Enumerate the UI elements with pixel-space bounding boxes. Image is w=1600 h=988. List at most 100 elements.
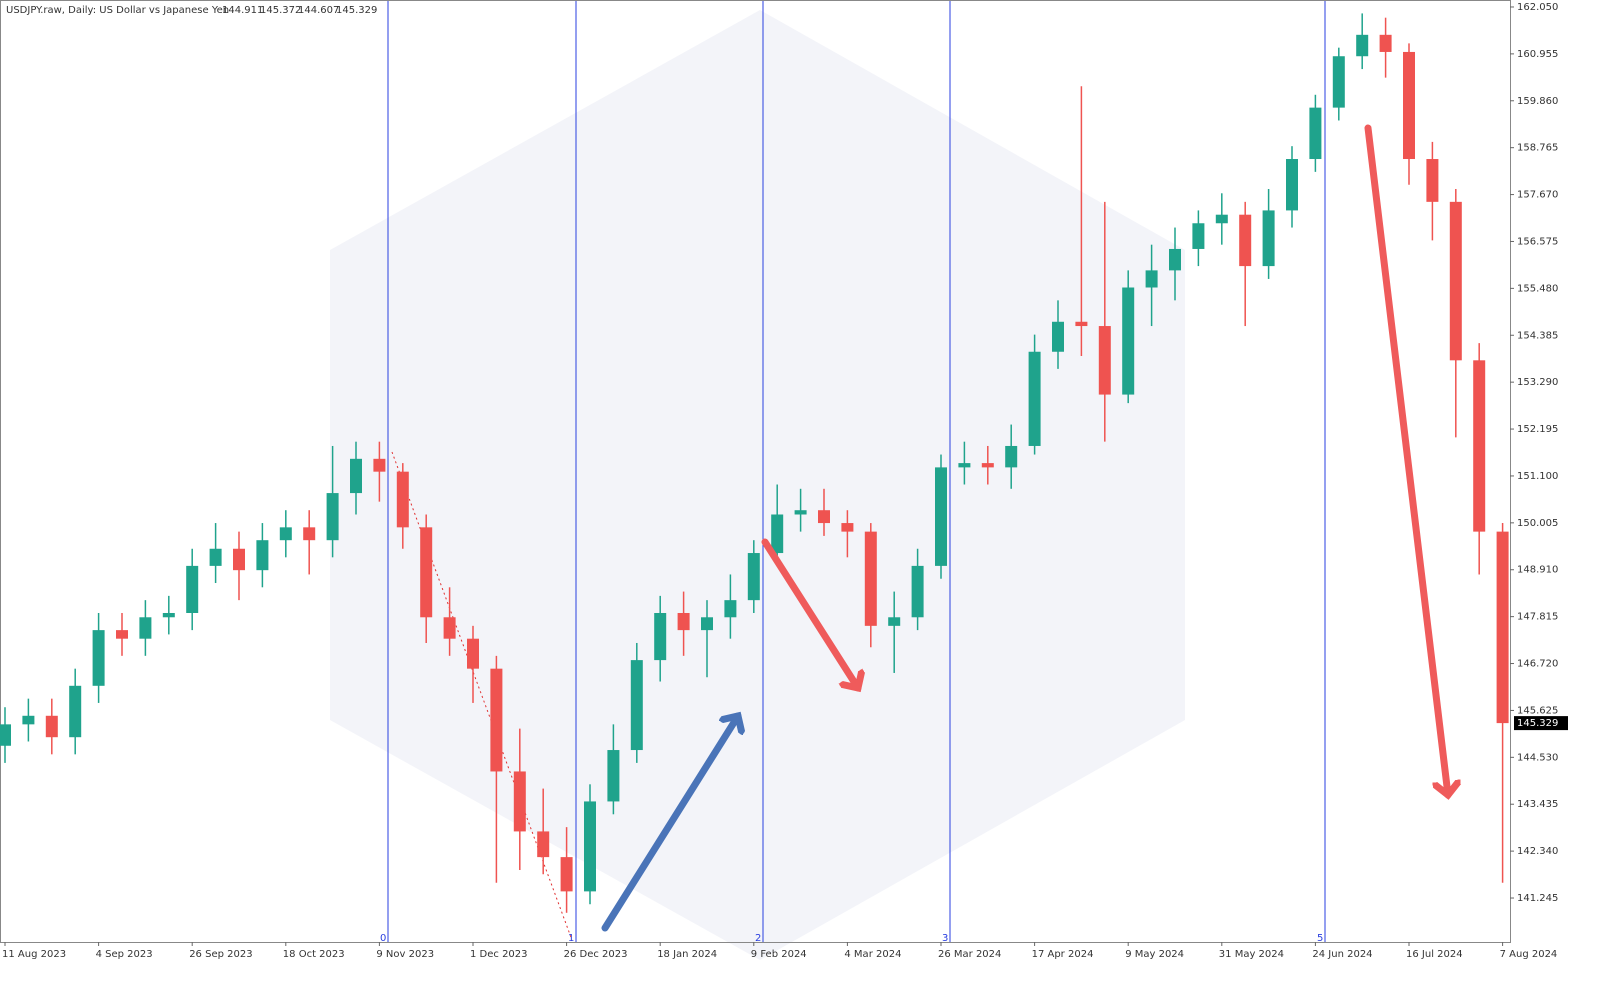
x-tick-label: 17 Apr 2024: [1032, 949, 1094, 960]
candle-body: [326, 493, 339, 541]
candle-body: [1098, 326, 1111, 395]
candle-body: [22, 715, 35, 725]
x-tick-label: 18 Jan 2024: [657, 949, 717, 960]
candle-body: [116, 630, 128, 639]
ohlc-close: 145.329: [336, 5, 377, 16]
period-label: 1: [568, 933, 574, 944]
y-tick-label: 157.670: [1517, 190, 1558, 201]
candle-body: [1052, 321, 1064, 352]
y-tick-label: 147.815: [1517, 612, 1558, 623]
x-tick-label: 26 Mar 2024: [938, 949, 1001, 960]
period-label: 5: [1317, 933, 1323, 944]
candle-body: [1215, 214, 1228, 224]
candle-body: [139, 617, 152, 639]
x-tick-label: 11 Aug 2023: [2, 949, 66, 960]
x-tick-label: 9 May 2024: [1125, 949, 1184, 960]
candle-body: [911, 565, 924, 618]
candle-body: [467, 638, 479, 669]
x-tick-label: 18 Oct 2023: [283, 949, 345, 960]
candle-body: [654, 612, 667, 661]
candle-body: [1075, 321, 1088, 327]
candle-body: [69, 685, 82, 738]
y-tick-label: 145.625: [1517, 705, 1558, 716]
candle-body: [1122, 287, 1135, 395]
y-tick-label: 148.910: [1517, 565, 1558, 576]
candle-body: [724, 600, 737, 618]
candle-body: [1356, 34, 1369, 57]
period-label: 3: [942, 933, 948, 944]
y-tick-label: 146.720: [1517, 659, 1558, 670]
candle-body: [630, 660, 643, 751]
candle-body: [1379, 34, 1392, 52]
candle-body: [1473, 360, 1486, 532]
candle-body: [537, 831, 550, 858]
candle-body: [935, 467, 947, 566]
candle-body: [818, 510, 830, 524]
candle-body: [233, 548, 245, 571]
candle-body: [350, 458, 362, 494]
candle-body: [747, 553, 760, 601]
y-tick-label: 151.100: [1517, 471, 1558, 482]
y-tick-label: 152.195: [1517, 424, 1558, 435]
period-labels: 0 1 2 3 5: [380, 933, 1323, 944]
candle-body: [701, 617, 713, 631]
watermark: [330, 10, 1185, 960]
y-tick-label: 155.480: [1517, 283, 1558, 294]
x-tick-label: 4 Mar 2024: [844, 949, 901, 960]
x-tick-label: 24 Jun 2024: [1312, 949, 1372, 960]
candle-body: [1286, 159, 1298, 211]
candle-body: [1239, 214, 1252, 267]
candle-body: [420, 527, 433, 618]
arrows: [601, 124, 1448, 932]
candle-body: [560, 857, 573, 892]
candle-body: [256, 540, 269, 571]
x-tick-label: 9 Nov 2023: [376, 949, 434, 960]
ohlc-high: 145.372: [260, 5, 301, 16]
plot-frame: [0, 0, 1511, 943]
candle-body: [1262, 210, 1275, 267]
x-tick-label: 9 Feb 2024: [751, 949, 807, 960]
candle-body: [1145, 270, 1158, 288]
candle-body: [584, 801, 596, 892]
ohlc-open: 144.911: [222, 5, 263, 16]
candle-body: [373, 458, 386, 472]
y-tick-label: 159.860: [1517, 96, 1558, 107]
y-tick-label: 153.290: [1517, 377, 1558, 388]
y-tick-label: 160.955: [1517, 49, 1558, 60]
candle-body: [1426, 159, 1439, 202]
x-tick-label: 16 Jul 2024: [1406, 949, 1463, 960]
candle-body: [396, 471, 409, 528]
candle-body: [1005, 445, 1018, 468]
y-tick-label: 141.245: [1517, 893, 1558, 904]
candle-body: [209, 548, 222, 566]
x-tick-label: 26 Dec 2023: [564, 949, 628, 960]
y-tick-label: 156.575: [1517, 236, 1558, 247]
candle-body: [1496, 531, 1509, 724]
candle-body: [1449, 201, 1462, 361]
candle-body: [1192, 223, 1205, 249]
candle-body: [771, 514, 784, 554]
candle-body: [864, 531, 877, 626]
symbol-title: USDJPY.raw, Daily: US Dollar vs Japanese…: [6, 5, 229, 16]
candle-body: [513, 771, 526, 832]
candle-body: [958, 463, 971, 468]
candle-body: [186, 565, 199, 613]
candle-body: [1309, 107, 1322, 160]
y-tick-label: 144.530: [1517, 752, 1558, 763]
candle-body: [45, 715, 58, 738]
x-tick-label: 4 Sep 2023: [96, 949, 153, 960]
candle-body: [92, 630, 105, 686]
candle-body: [279, 527, 292, 541]
candle-body: [841, 523, 854, 532]
candle-body: [981, 463, 994, 468]
x-tick-label: 1 Dec 2023: [470, 949, 528, 960]
candle-body: [1169, 248, 1181, 271]
candle-body: [1332, 56, 1345, 108]
y-tick-label: 162.050: [1517, 2, 1558, 13]
y-tick-label: 158.765: [1517, 143, 1558, 154]
candle-body: [490, 668, 503, 772]
x-tick-label: 26 Sep 2023: [189, 949, 252, 960]
ohlc-low: 144.607: [298, 5, 339, 16]
candle-body: [162, 612, 175, 618]
